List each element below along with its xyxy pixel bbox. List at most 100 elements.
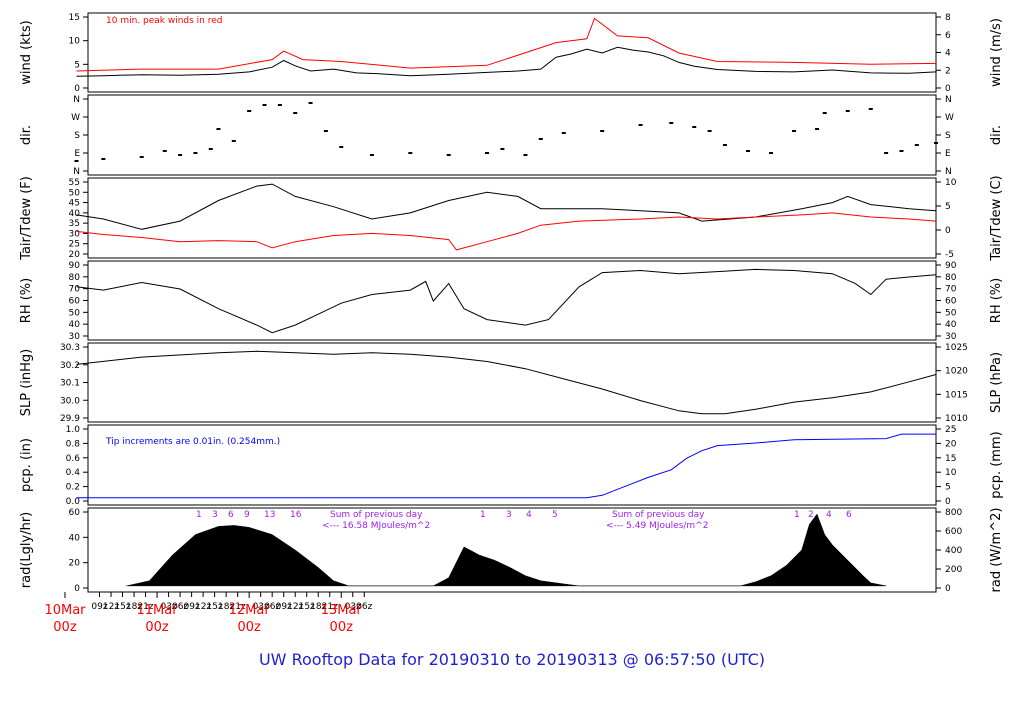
day-label-date: 10Mar [44,603,86,618]
data-point [523,154,528,156]
y-tick-label-left: 15 [69,13,80,23]
y-tick-label-right: 70 [945,285,957,295]
y-tick-label-right: 1020 [945,367,968,377]
data-point [600,130,605,132]
y-tick-label-left: 50 [69,188,81,198]
y-tick-label-left: 30 [69,229,81,239]
data-point [792,130,797,132]
y-tick-label-right: W [945,113,954,123]
data-point [638,124,643,126]
series-line [76,350,937,415]
y-tick-label-left: 1.0 [66,425,81,435]
peak-wind-note: 10 min. peak winds in red [106,16,223,26]
data-point [822,112,827,114]
day-label-date: 13Mar [321,603,363,618]
data-point [745,150,750,152]
y-axis-label-left: RH (%) [19,278,34,323]
y-axis-label-right: RH (%) [989,278,1004,323]
data-point [277,104,282,106]
x-tick-label: 09z [184,602,200,612]
panel-frame [87,177,937,259]
x-tick-label: 09z [91,602,107,612]
series-line [76,17,937,72]
y-tick-label-right: 0 [945,497,951,507]
sum-previous-day-label: Sum of previous day [612,510,705,520]
x-tick-label: 15z [207,602,223,612]
data-point [408,152,413,154]
sunlight-hour-mark: 1 [480,510,486,520]
y-tick-label-left: 60 [69,297,81,307]
y-axis-label-left: Tair/Tdew (F) [19,176,34,261]
data-point [485,152,490,154]
y-tick-label-left: 0.6 [66,454,81,464]
y-tick-label-right: 30 [945,332,957,342]
y-tick-label-left: 60 [69,508,81,518]
y-axis-label-right: SLP (hPa) [989,352,1004,413]
data-point [669,122,674,124]
y-tick-label-left: 35 [69,219,80,229]
day-label-time: 00z [145,620,169,635]
data-point [231,140,236,142]
data-point [561,132,566,134]
series-line [76,433,936,499]
data-point [293,112,298,114]
y-tick-label-left: 0 [74,84,80,94]
y-tick-label-left: 0.8 [66,439,81,449]
y-tick-label-right: 10 [945,468,957,478]
data-point [339,146,344,148]
y-tick-label-left: 40 [69,209,81,219]
panel-slp: 29.9 30.0 30.1 30.2 30.3 1010 1015 1020 1025 SLP … [19,342,1004,424]
data-point [247,110,252,112]
data-point [446,154,451,156]
y-tick-label-left: 0.4 [66,468,81,478]
data-point [692,126,697,128]
y-tick-label-left: 30 [69,332,81,342]
y-tick-label-left: 20 [69,250,81,260]
panel-wind: 0 5 10 15 0 2 4 6 8 wind (kts) wind (m/s) 10 min. p… [19,12,1004,94]
y-tick-label-left: 40 [69,320,81,330]
y-tick-label-right: 5 [945,202,951,212]
y-tick-label-right: 6 [945,31,951,41]
y-axis-label-left: dir. [19,125,34,145]
y-axis-label-right: rad (W/m^2) [989,508,1004,593]
data-point [101,158,106,160]
y-tick-label-right: 90 [945,261,957,271]
y-tick-label-left: 30.3 [60,343,80,353]
sunlight-hour-mark: 1 [196,510,202,520]
y-tick-label-right: 200 [945,565,962,575]
day-label-date: 11Mar [137,603,179,618]
y-tick-label-left: 70 [69,285,81,295]
series-line [76,183,937,230]
y-tick-label-left: 0.0 [66,497,81,507]
y-tick-label-right: 15 [945,454,956,464]
sunlight-hour-mark: 9 [244,510,250,520]
y-tick-label-left: 30.1 [60,379,80,389]
x-tick-label: 15z [114,602,130,612]
y-tick-label-left: 0.2 [66,483,80,493]
series-line [76,212,937,251]
data-point [722,144,727,146]
sunlight-hour-mark: 6 [846,510,852,520]
series-line [76,268,937,334]
y-axis-label-right: wind (m/s) [989,18,1004,87]
sum-previous-day-label: Sum of previous day [330,510,423,520]
data-point [178,154,183,156]
data-point [884,152,889,154]
data-point [815,128,820,130]
y-tick-label-left: 45 [69,199,80,209]
x-tick-label: 18z [310,602,326,612]
y-tick-label-left: 80 [69,273,81,283]
data-point [208,148,213,150]
data-point [162,150,167,152]
y-tick-label-left: 50 [69,308,81,318]
x-tick-label: 12z [195,602,211,612]
y-axis-label-left: SLP (inHg) [19,349,34,417]
y-axis-label-left: rad(Lgly/hr) [19,512,34,588]
data-point [139,156,144,158]
sunlight-hour-mark: 1 [794,510,800,520]
y-axis-label-left: pcp. (in) [19,438,34,492]
